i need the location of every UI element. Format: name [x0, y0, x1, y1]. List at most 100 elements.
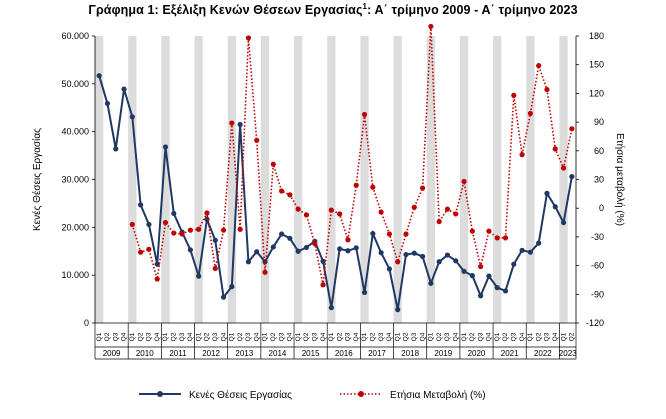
quarter-tick-label: Q2	[303, 332, 310, 341]
quarter-tick-label: Q4	[220, 332, 227, 341]
quarter-tick-label: Q4	[386, 332, 393, 341]
annual-change-point	[287, 192, 293, 198]
vacancies-point	[187, 247, 193, 253]
vacancies-point	[245, 259, 252, 265]
annual-change-point	[345, 237, 351, 243]
q1-band	[294, 36, 303, 323]
legend-vacancies-label: Κενές Θέσεις Εργασίας	[189, 389, 292, 401]
quarter-tick-label: Q2	[370, 332, 377, 341]
year-label: 2009	[103, 349, 121, 358]
vacancies-point	[469, 273, 475, 279]
annual-change-point	[237, 226, 243, 232]
right-tick-label: 180	[589, 31, 604, 41]
annual-change-point	[254, 137, 260, 143]
legend: Κενές Θέσεις Εργασίας Ετήσια Μεταβολή (%…	[139, 389, 486, 401]
vacancies-point	[278, 231, 285, 237]
vacancies-point	[453, 258, 459, 264]
quarter-tick-label: Q3	[245, 332, 252, 341]
left-tick-label: 20.000	[61, 222, 89, 232]
vacancies-point	[229, 284, 235, 290]
vacancies-point	[138, 202, 144, 208]
quarter-tick-label: Q3	[477, 332, 484, 341]
legend-annual-change-marker	[358, 391, 364, 397]
quarter-tick-label: Q3	[278, 332, 285, 341]
annual-change-point	[444, 206, 451, 212]
annual-change-point	[154, 276, 160, 282]
left-tick-label: 0	[84, 318, 89, 328]
annual-change-point	[478, 263, 484, 270]
vacancies-point	[478, 293, 484, 299]
vacancies-point	[444, 252, 451, 258]
q1-band	[360, 36, 369, 323]
right-tick-label: 90	[594, 117, 604, 127]
annual-change-point	[395, 259, 401, 265]
quarter-tick-label: Q4	[486, 332, 493, 341]
vacancies-point	[320, 258, 326, 264]
annual-change-point	[196, 226, 202, 232]
year-label: 2016	[335, 349, 353, 358]
vacancies-point	[96, 73, 102, 79]
q1-band	[95, 36, 104, 323]
quarter-tick-label: Q2	[237, 332, 244, 341]
vacancies-point	[536, 240, 542, 246]
q1-band	[260, 36, 270, 323]
annual-change-point	[278, 188, 285, 194]
quarter-tick-label: Q3	[544, 332, 551, 341]
right-tick-label: 30	[594, 175, 604, 185]
quarter-tick-label: Q1	[229, 332, 236, 341]
year-label: 2012	[202, 349, 220, 358]
quarter-tick-label: Q4	[519, 332, 526, 341]
vacancies-point	[502, 288, 509, 294]
quarter-tick-label: Q1	[361, 332, 368, 341]
quarter-tick-label: Q2	[336, 332, 343, 341]
annual-change-point	[353, 182, 359, 188]
quarter-tick-label: Q3	[511, 332, 518, 341]
vacancies-point	[519, 247, 525, 253]
annual-change-point	[494, 235, 500, 241]
vacancies-point	[527, 249, 533, 255]
vacancies-point	[544, 190, 550, 196]
left-tick-label: 40.000	[61, 127, 89, 137]
year-label: 2022	[534, 349, 552, 358]
quarter-tick-label: Q2	[104, 332, 111, 341]
vacancies-point	[486, 273, 492, 279]
series-vacancies-line	[98, 75, 573, 310]
right-tick-label: 0	[599, 203, 604, 213]
left-tick-label: 50.000	[61, 79, 89, 89]
right-tick-label: -90	[591, 289, 604, 299]
vacancies-point	[204, 216, 210, 222]
quarter-tick-label: Q3	[345, 332, 352, 341]
vacancies-point	[370, 230, 376, 237]
quarter-tick-label: Q2	[569, 332, 576, 341]
year-label: 2023	[559, 349, 577, 358]
chart-title-sup: 1	[362, 2, 368, 11]
vacancies-point	[146, 221, 152, 228]
vacancies-point	[345, 248, 351, 254]
vacancies-point	[220, 294, 227, 300]
year-label: 2013	[235, 349, 253, 358]
annual-change-point	[370, 184, 376, 190]
left-tick-label: 60.000	[61, 31, 89, 41]
annual-change-point	[544, 86, 550, 93]
chart-title-main: Γράφημα 1: Εξέλιξη Κενών Θέσεων Εργασίας	[88, 3, 363, 18]
quarter-tick-label: Q1	[560, 332, 567, 341]
vacancies-point	[395, 307, 401, 313]
annual-change-point	[229, 120, 235, 126]
vacancies-point	[129, 114, 135, 120]
x-axis-categories: Q1 Q2 Q3 Q4 Q1 Q2 Q3 Q4 Q1 Q2 Q3 Q4 Q1 Q2 Q3 Q4 Q1 Q2 Q3 Q4…	[94, 323, 577, 360]
q1-band	[161, 36, 170, 323]
vacancies-point	[303, 244, 310, 251]
year-label: 2018	[401, 349, 419, 358]
annual-change-point	[262, 269, 268, 275]
y-axis-left-label: Κενές Θέσεις Εργασίας	[31, 128, 43, 231]
year-label: 2017	[368, 349, 386, 358]
q1-band	[493, 36, 502, 323]
year-label: 2019	[434, 349, 452, 358]
vacancies-point	[154, 261, 160, 267]
vacancies-point	[403, 251, 409, 258]
quarter-tick-label: Q2	[535, 332, 542, 341]
quarter-tick-label: Q1	[96, 332, 103, 341]
vacancies-point	[121, 86, 127, 92]
annual-change-point	[312, 240, 318, 247]
